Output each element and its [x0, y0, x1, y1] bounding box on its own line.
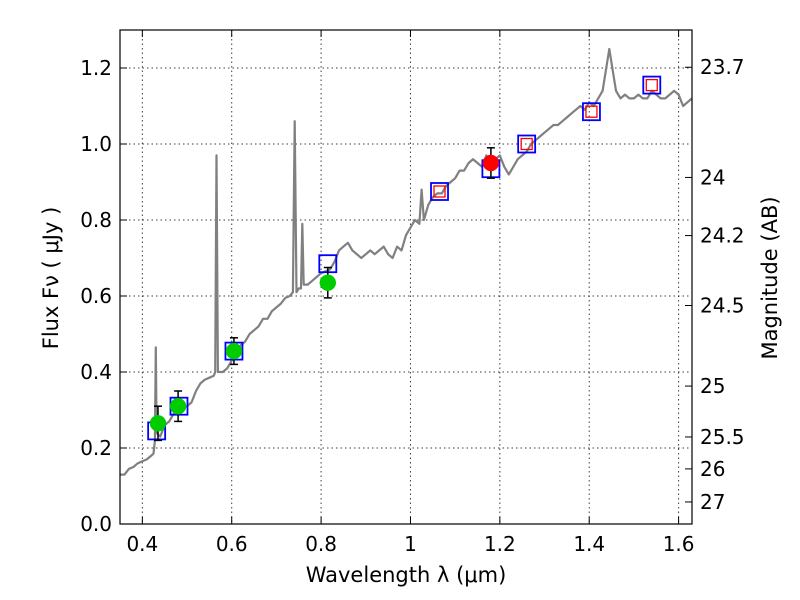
magnitude-tick-label: 25.5 — [700, 425, 745, 449]
upper-limit-square — [520, 137, 533, 151]
magnitude-tick-label: 23.7 — [700, 55, 745, 79]
observed-point — [482, 154, 500, 172]
x-tick-label: 0.8 — [305, 532, 337, 556]
observed-point — [149, 415, 167, 432]
x-tick-label: 1.2 — [484, 532, 516, 556]
model-photometry-square — [517, 134, 537, 154]
model-photometry-square — [582, 102, 601, 122]
plot-frame — [119, 29, 693, 525]
y-tick-label: 1.0 — [80, 132, 112, 156]
grid-lines — [120, 30, 692, 525]
y-tick-label: 0.2 — [80, 436, 112, 460]
upper-limit-square — [433, 185, 446, 198]
tick-layer: 0.4 0.6 0.8 1 1.2 1.4 1.6 0.0 0.2 0.4 0.6 0.8 1.0 1.2… — [80, 30, 745, 556]
y2-axis-label: Magnitude (AB) — [758, 196, 782, 359]
upper-limit-square — [645, 78, 658, 92]
model-photometry-square — [642, 75, 662, 95]
y-axis-label: Flux Fν ( μJy ) — [39, 207, 63, 350]
magnitude-tick-label: 24.5 — [700, 294, 745, 318]
y-tick-label: 0.0 — [80, 512, 112, 536]
x-tick-label: 1.4 — [573, 532, 605, 556]
x-axis-label: Wavelength λ (μm) — [306, 563, 507, 587]
x-tick-label: 0.4 — [126, 532, 158, 556]
x-tick-label: 1.6 — [663, 532, 695, 556]
spectrum-line — [120, 47, 693, 476]
magnitude-tick-label: 24 — [700, 165, 725, 189]
model-photometry-square — [430, 182, 449, 201]
magnitude-tick-label: 27 — [700, 490, 725, 514]
magnitude-tick-label: 24.2 — [700, 224, 745, 248]
x-tick-label: 0.6 — [216, 532, 248, 556]
magnitude-tick-label: 26 — [700, 457, 725, 481]
magnitude-tick-label: 25 — [700, 374, 725, 398]
x-tick-label: 1 — [404, 532, 417, 556]
observed-point — [225, 342, 243, 360]
upper-limit-square — [585, 105, 598, 118]
spectrum-layer — [120, 47, 693, 476]
y-tick-label: 0.8 — [80, 208, 112, 232]
observed-point — [169, 397, 187, 415]
y-tick-label: 1.2 — [80, 56, 112, 80]
y-tick-label: 0.6 — [80, 284, 112, 308]
y-tick-label: 0.4 — [80, 360, 112, 384]
marker-layer — [147, 75, 662, 442]
observed-point — [319, 274, 337, 291]
